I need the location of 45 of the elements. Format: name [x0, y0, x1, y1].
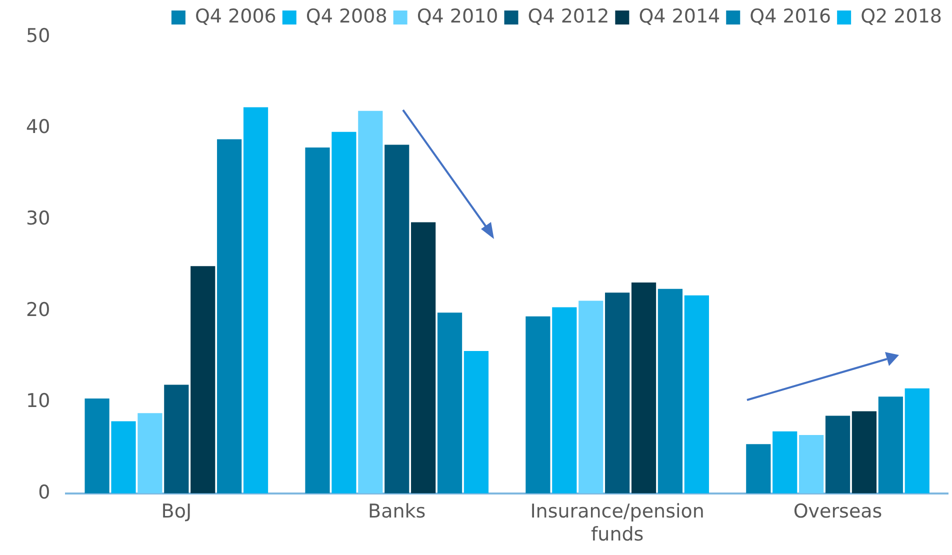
bar: [164, 384, 189, 494]
bar: [605, 292, 630, 494]
bar: [631, 282, 656, 494]
bar: [332, 132, 356, 494]
y-tick-label: 30: [26, 207, 50, 230]
bar: [904, 388, 930, 494]
bar: [305, 147, 330, 494]
bar: [437, 312, 462, 494]
y-tick-label: 10: [26, 390, 50, 412]
bar: [411, 222, 436, 494]
bar: [658, 288, 683, 494]
bar: [111, 421, 136, 494]
legend-label: Q4 2010: [416, 5, 498, 28]
legend-label: Q2 2018: [860, 5, 942, 28]
bar: [464, 351, 489, 494]
bar: [243, 107, 268, 494]
bar: [578, 300, 604, 494]
bar: [552, 307, 577, 494]
bar: [825, 416, 850, 494]
bar: [746, 444, 771, 494]
bar: [217, 139, 242, 494]
bar: [358, 110, 383, 494]
y-tick-label: 50: [26, 24, 50, 47]
bar: [190, 266, 216, 494]
legend-label: Q4 2008: [306, 5, 388, 28]
y-tick-label: 20: [26, 298, 50, 321]
y-tick-label: 0: [38, 481, 50, 504]
bar: [852, 411, 877, 494]
bar: [84, 398, 110, 494]
bar: [384, 144, 410, 494]
legend-label: Q4 2016: [750, 5, 832, 28]
x-tick-label: Insurance/pension funds: [530, 500, 704, 546]
x-tick-label: Banks: [368, 500, 426, 523]
legend-label: Q4 2012: [528, 5, 610, 28]
legend-label: Q4 2014: [638, 5, 720, 28]
bar: [878, 396, 903, 494]
x-tick-label: Overseas: [793, 500, 882, 523]
x-tick-label: BoJ: [161, 500, 192, 523]
bar: [138, 413, 162, 494]
y-tick-label: 40: [26, 116, 50, 138]
legend-label: Q4 2006: [194, 5, 276, 28]
bar: [526, 316, 550, 494]
bar: [772, 431, 798, 494]
bar: [684, 295, 709, 494]
bar: [799, 434, 824, 494]
